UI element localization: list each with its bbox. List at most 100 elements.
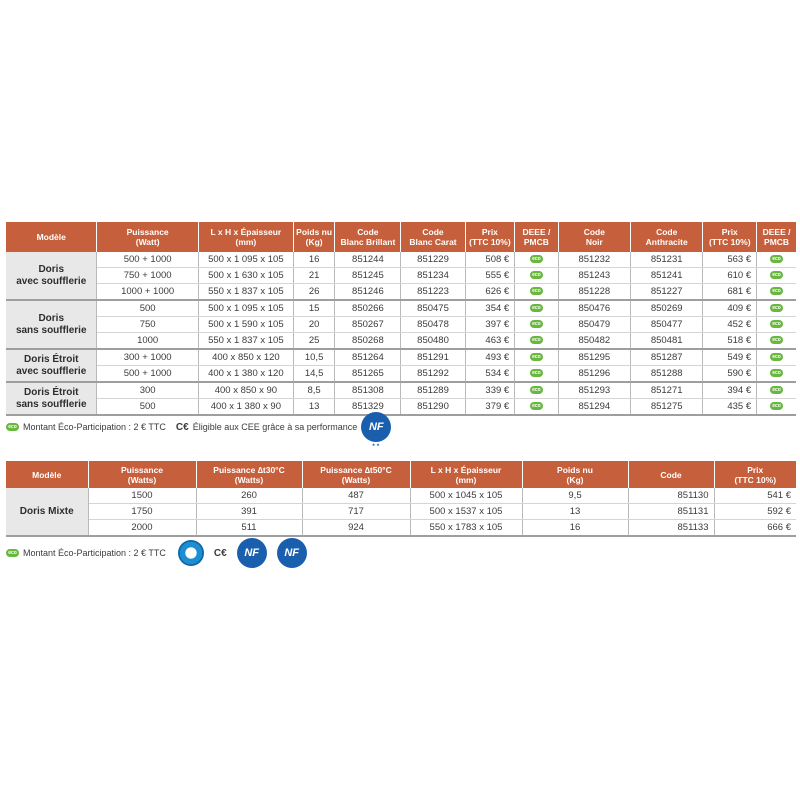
table-header-row: Modèle Puissance (Watt) L x H x Épaisseu…	[6, 222, 796, 252]
code-blanc-carat-cell: 851229	[400, 252, 466, 268]
code-noir-cell: 850476	[558, 300, 632, 317]
eco-badge-icon: eco	[529, 286, 543, 295]
poids-cell: 25	[293, 332, 336, 350]
dimensions-cell: 500 x 1 630 x 105	[198, 267, 294, 284]
header-modele: Modèle	[6, 222, 98, 252]
code-blanc-carat-cell: 850475	[400, 300, 466, 317]
code-cell: 851133	[628, 519, 715, 537]
code-blanc-brillant-cell: 850268	[334, 332, 402, 350]
code-blanc-carat-cell: 851289	[400, 382, 466, 399]
header-prix: Prix (TTC 10%)	[465, 222, 516, 252]
table-row: Doris avec soufflerie 500 + 1000 500 x 1 0…	[6, 252, 796, 301]
model-cell: Doris Étroit avec soufflerie	[6, 349, 98, 383]
eco-badge-icon: eco	[770, 286, 784, 295]
eco-badge-icon: eco	[770, 352, 784, 361]
dimensions-cell: 400 x 1 380 x 90	[198, 398, 294, 416]
header-prix-2: Prix (TTC 10%)	[702, 222, 758, 252]
model-cell: Doris sans soufflerie	[6, 300, 98, 350]
table-row: Doris sans soufflerie 500 500 x 1 095 x 10…	[6, 300, 796, 350]
eco-badge-icon: eco	[770, 385, 784, 394]
header-code-noir: Code Noir	[558, 222, 632, 252]
header-dimensions: L x H x Épaisseur (mm)	[410, 461, 523, 488]
cee-logo-icon	[177, 540, 204, 566]
prix-cell: 592 €	[714, 503, 796, 520]
deee-cell: eco	[756, 382, 796, 399]
puissance-dt30-cell: 511	[196, 519, 303, 537]
code-anthracite-cell: 850269	[630, 300, 704, 317]
eco-badge-icon: eco	[770, 401, 784, 410]
poids-cell: 13	[522, 503, 629, 520]
puissance-cell: 1750	[88, 503, 197, 520]
eco-badge-icon: eco	[529, 270, 543, 279]
deee-cell: eco	[756, 283, 796, 301]
prix-2-cell: 394 €	[702, 382, 758, 399]
code-blanc-brillant-cell: 851265	[334, 365, 402, 383]
puissance-cell: 500 + 1000	[96, 365, 199, 383]
puissance-dt50-cell: 717	[302, 503, 411, 520]
puissance-cell: 750 + 1000	[96, 267, 199, 284]
puissance-cell: 300	[96, 382, 199, 399]
code-noir-cell: 851296	[558, 365, 632, 383]
deee-cell: eco	[514, 283, 559, 301]
header-puissance: Puissance (Watt)	[96, 222, 199, 252]
code-anthracite-cell: 851241	[630, 267, 704, 284]
puissance-cell: 750	[96, 316, 199, 333]
code-noir-cell: 850479	[558, 316, 632, 333]
puissance-cell: 1000 + 1000	[96, 283, 199, 301]
header-poids: Poids nu (Kg)	[522, 461, 629, 488]
dimensions-cell: 500 x 1537 x 105	[410, 503, 523, 520]
poids-cell: 13	[293, 398, 336, 416]
table-row: 1000 550 x 1 837 x 105 25 850268 850480 463 €…	[6, 332, 796, 350]
code-anthracite-cell: 851271	[630, 382, 704, 399]
nf-logo-text: NF	[368, 421, 384, 433]
table-row: Doris Étroit sans soufflerie 300 400 x 850…	[6, 382, 796, 416]
puissance-dt50-cell: 487	[302, 488, 411, 504]
eco-badge-icon: eco	[529, 368, 543, 377]
dimensions-cell: 500 x 1 590 x 105	[198, 316, 294, 333]
prix-cell: 555 €	[465, 267, 516, 284]
deee-cell: eco	[756, 252, 796, 268]
eco-badge-icon: eco	[770, 368, 784, 377]
code-noir-cell: 851294	[558, 398, 632, 416]
prix-cell: 626 €	[465, 283, 516, 301]
table-row: 750 500 x 1 590 x 105 20 850267 850478 397 € e…	[6, 316, 796, 333]
code-noir-cell: 851243	[558, 267, 632, 284]
header-puissance: Puissance (Watts)	[88, 461, 197, 488]
puissance-dt30-cell: 391	[196, 503, 303, 520]
eco-participation-text: Montant Éco-Participation : 2 € TTC	[23, 548, 166, 558]
header-code: Code	[628, 461, 715, 488]
model-cell: Doris avec soufflerie	[6, 252, 98, 301]
code-blanc-brillant-cell: 851245	[334, 267, 402, 284]
code-anthracite-cell: 851287	[630, 349, 704, 366]
dimensions-cell: 550 x 1783 x 105	[410, 519, 523, 537]
prix-2-cell: 610 €	[702, 267, 758, 284]
header-code-blanc-brillant: Code Blanc Brillant	[334, 222, 402, 252]
header-modele: Modèle	[6, 461, 89, 488]
prix-cell: 397 €	[465, 316, 516, 333]
header-dimensions: L x H x Épaisseur (mm)	[198, 222, 294, 252]
poids-cell: 21	[293, 267, 336, 284]
eco-badge-icon: eco	[770, 254, 784, 263]
puissance-cell: 1500	[88, 488, 197, 504]
nf-logo-text: NF	[284, 547, 300, 559]
header-deee: DEEE / PMCB	[514, 222, 559, 252]
code-anthracite-cell: 850477	[630, 316, 704, 333]
deee-cell: eco	[514, 300, 559, 317]
deee-cell: eco	[756, 300, 796, 317]
poids-cell: 16	[293, 252, 336, 268]
cee-eligibility-text: Éligible aux CEE grâce à sa performance	[192, 422, 358, 432]
model-cell: Doris Mixte	[6, 488, 89, 537]
prix-2-cell: 435 €	[702, 398, 758, 416]
puissance-cell: 500	[96, 300, 199, 317]
eco-badge-icon: eco	[529, 303, 543, 312]
eco-badge-icon: eco	[6, 423, 19, 431]
deee-cell: eco	[756, 316, 796, 333]
eco-badge-icon: eco	[529, 385, 543, 394]
code-cell: 851131	[628, 503, 715, 520]
code-noir-cell: 851295	[558, 349, 632, 366]
poids-cell: 10,5	[293, 349, 336, 366]
prix-cell: 508 €	[465, 252, 516, 268]
header-code-blanc-carat: Code Blanc Carat	[400, 222, 466, 252]
puissance-dt50-cell: 924	[302, 519, 411, 537]
code-blanc-carat-cell: 851290	[400, 398, 466, 416]
